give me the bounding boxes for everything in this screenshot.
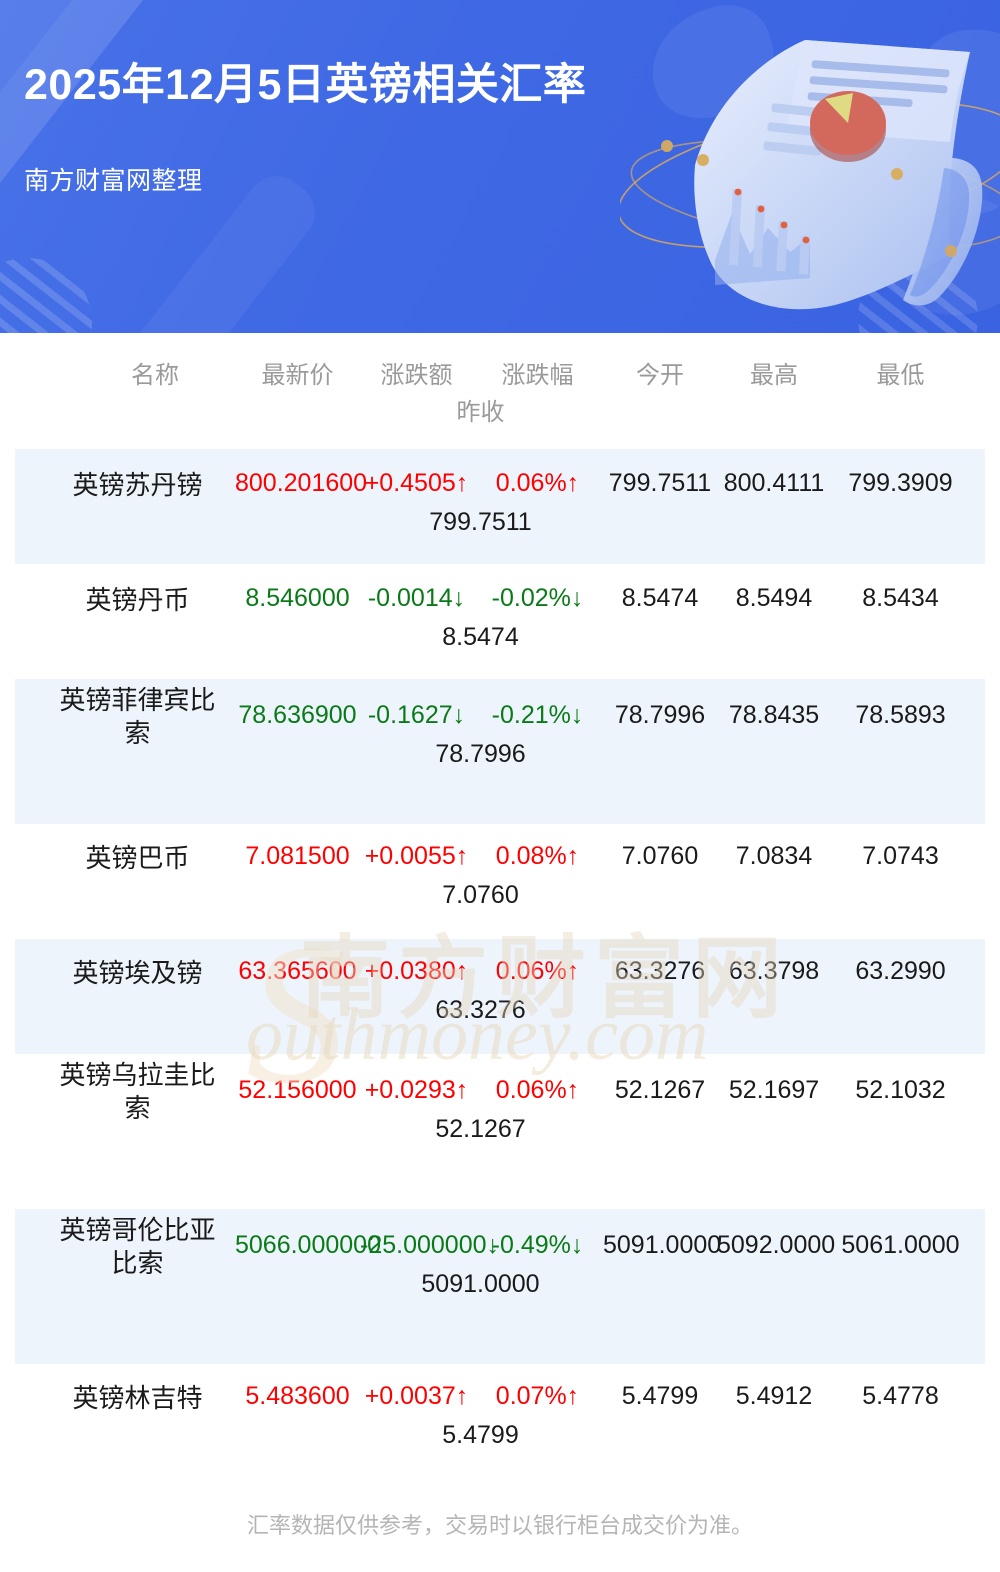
cell-latest-price: 800.201600 bbox=[235, 469, 368, 497]
column-header-percent: 涨跌幅 bbox=[501, 362, 574, 389]
cell-change-percent: -0.21%↓ bbox=[491, 701, 584, 729]
column-header-low: 最低 bbox=[876, 362, 925, 389]
column-header-prev-close: 昨收 bbox=[456, 399, 505, 426]
cell-latest-price: 8.546000 bbox=[245, 584, 350, 612]
cell-latest-price: 63.365600 bbox=[238, 957, 357, 985]
cell-open-price: 63.3276 bbox=[614, 957, 706, 985]
table-row[interactable]: 英镑哥伦比亚比索 5066.000000 -25.000000↓ -0.49%↓ 509… bbox=[15, 1209, 985, 1364]
column-header-name: 名称 bbox=[131, 362, 179, 389]
table-row[interactable]: 英镑菲律宾比索 78.636900 -0.1627↓ -0.21%↓ 78.7996 78… bbox=[15, 679, 985, 824]
column-header-open: 今开 bbox=[636, 362, 684, 389]
cell-currency-name: 英镑埃及镑 bbox=[72, 958, 203, 988]
cell-change-amount: +0.0293↑ bbox=[364, 1076, 469, 1104]
disclaimer-note: 汇率数据仅供参考，交易时以银行柜台成交价为准。 bbox=[246, 1513, 753, 1538]
cell-open-price: 78.7996 bbox=[614, 701, 706, 729]
cell-prev-close: 5.4799 bbox=[442, 1421, 519, 1449]
table-row-inner: 英镑巴币 7.081500 +0.0055↑ 0.08%↑ 7.0760 7.0834 7.… bbox=[15, 824, 985, 939]
banner-striped-circle-left bbox=[0, 258, 92, 333]
cell-prev-close: 63.3276 bbox=[435, 996, 526, 1024]
table-header-row: 名称 最新价 涨跌额 涨跌幅 今开 最高 最低 昨收 bbox=[0, 333, 1000, 449]
table-row[interactable]: 英镑埃及镑 63.365600 +0.0380↑ 0.06%↑ 63.3276 63.37… bbox=[15, 939, 985, 1054]
exchange-rate-table: 名称 最新价 涨跌额 涨跌幅 今开 最高 最低 昨收 英镑苏丹镑 800.2016… bbox=[0, 333, 1000, 1489]
cell-low-price: 799.3909 bbox=[848, 469, 953, 497]
table-row[interactable]: 英镑丹币 8.546000 -0.0014↓ -0.02%↓ 8.5474 8.5494 8… bbox=[15, 564, 985, 679]
cell-change-amount: -0.0014↓ bbox=[367, 584, 466, 612]
table-row[interactable]: 英镑乌拉圭比索 52.156000 +0.0293↑ 0.06%↑ 52.1267 52.… bbox=[15, 1054, 985, 1209]
cell-open-price: 8.5474 bbox=[621, 584, 699, 612]
cell-latest-price: 7.081500 bbox=[245, 842, 350, 870]
cell-high-price: 5.4912 bbox=[735, 1382, 813, 1410]
cell-open-price: 7.0760 bbox=[621, 842, 699, 870]
cell-change-amount: +0.0380↑ bbox=[364, 957, 469, 985]
report-document-illustration bbox=[620, 0, 1000, 333]
column-header-high: 最高 bbox=[750, 362, 798, 389]
cell-change-percent: -0.49%↓ bbox=[491, 1231, 584, 1259]
cell-open-price: 799.7511 bbox=[608, 469, 712, 497]
cell-change-percent: 0.06%↑ bbox=[495, 1076, 580, 1104]
cell-low-price: 7.0743 bbox=[862, 842, 939, 870]
cell-currency-name: 英镑菲律宾比索 bbox=[59, 685, 216, 749]
table-row[interactable]: 英镑巴币 7.081500 +0.0055↑ 0.08%↑ 7.0760 7.0834 7.… bbox=[15, 824, 985, 939]
cell-latest-price: 5.483600 bbox=[245, 1382, 350, 1410]
cell-prev-close: 799.7511 bbox=[429, 508, 532, 536]
cell-prev-close: 7.0760 bbox=[442, 881, 519, 909]
table-row-inner: 英镑苏丹镑 800.201600 +0.4505↑ 0.06%↑ 799.7511 800… bbox=[15, 449, 985, 564]
cell-prev-close: 8.5474 bbox=[442, 623, 519, 651]
table-row-inner: 英镑哥伦比亚比索 5066.000000 -25.000000↓ -0.49%↓ 509… bbox=[15, 1209, 985, 1364]
cell-low-price: 5061.0000 bbox=[841, 1231, 960, 1259]
cell-high-price: 63.3798 bbox=[728, 957, 820, 985]
cell-prev-close: 52.1267 bbox=[435, 1115, 526, 1143]
cell-change-amount: +0.0055↑ bbox=[364, 842, 469, 870]
cell-low-price: 63.2990 bbox=[855, 957, 946, 985]
cell-high-price: 52.1697 bbox=[728, 1076, 820, 1104]
cell-open-price: 5091.0000 bbox=[603, 1231, 722, 1259]
cell-high-price: 8.5494 bbox=[735, 584, 813, 612]
cell-change-amount: +0.4505↑ bbox=[364, 469, 469, 497]
cell-latest-price: 52.156000 bbox=[238, 1076, 357, 1104]
cell-currency-name: 英镑林吉特 bbox=[72, 1383, 203, 1413]
cell-change-percent: 0.07%↑ bbox=[495, 1382, 580, 1410]
cell-change-percent: 0.08%↑ bbox=[495, 842, 580, 870]
cell-high-price: 7.0834 bbox=[735, 842, 813, 870]
cell-low-price: 52.1032 bbox=[855, 1076, 946, 1104]
page-title: 2025年12月5日英镑相关汇率 bbox=[24, 61, 587, 109]
header-banner: 2025年12月5日英镑相关汇率 南方财富网整理 bbox=[0, 0, 1000, 333]
column-header-change: 涨跌额 bbox=[380, 362, 453, 389]
cell-low-price: 5.4778 bbox=[862, 1382, 939, 1410]
cell-high-price: 78.8435 bbox=[728, 701, 820, 729]
cell-low-price: 78.5893 bbox=[855, 701, 946, 729]
cell-change-amount: -25.000000↓ bbox=[360, 1231, 500, 1259]
table-row[interactable]: 英镑苏丹镑 800.201600 +0.4505↑ 0.06%↑ 799.7511 800… bbox=[15, 449, 985, 564]
page-subtitle: 南方财富网整理 bbox=[24, 167, 203, 195]
cell-latest-price: 78.636900 bbox=[238, 701, 357, 729]
cell-open-price: 5.4799 bbox=[621, 1382, 699, 1410]
cell-currency-name: 英镑巴币 bbox=[85, 843, 190, 873]
cell-currency-name: 英镑哥伦比亚比索 bbox=[59, 1215, 216, 1279]
table-row-inner: 英镑乌拉圭比索 52.156000 +0.0293↑ 0.06%↑ 52.1267 52.… bbox=[15, 1054, 985, 1209]
cell-change-percent: 0.06%↑ bbox=[495, 469, 580, 497]
table-body: 英镑苏丹镑 800.201600 +0.4505↑ 0.06%↑ 799.7511 800… bbox=[0, 449, 1000, 1489]
column-header-price: 最新价 bbox=[261, 362, 334, 389]
cell-low-price: 8.5434 bbox=[862, 584, 939, 612]
cell-currency-name: 英镑乌拉圭比索 bbox=[59, 1060, 216, 1124]
cell-prev-close: 5091.0000 bbox=[421, 1270, 540, 1298]
cell-currency-name: 英镑丹币 bbox=[85, 585, 190, 615]
cell-change-amount: -0.1627↓ bbox=[367, 701, 466, 729]
cell-currency-name: 英镑苏丹镑 bbox=[72, 470, 203, 500]
cell-change-percent: -0.02%↓ bbox=[491, 584, 584, 612]
table-row-inner: 英镑埃及镑 63.365600 +0.0380↑ 0.06%↑ 63.3276 63.37… bbox=[15, 939, 985, 1054]
table-row[interactable]: 英镑林吉特 5.483600 +0.0037↑ 0.07%↑ 5.4799 5.4912 5… bbox=[15, 1364, 985, 1489]
cell-prev-close: 78.7996 bbox=[435, 740, 526, 768]
table-row-inner: 英镑菲律宾比索 78.636900 -0.1627↓ -0.21%↓ 78.7996 78… bbox=[15, 679, 985, 824]
cell-change-percent: 0.06%↑ bbox=[495, 957, 580, 985]
table-row-inner: 英镑丹币 8.546000 -0.0014↓ -0.02%↓ 8.5474 8.5494 8… bbox=[15, 564, 985, 679]
table-row-inner: 英镑林吉特 5.483600 +0.0037↑ 0.07%↑ 5.4799 5.4912 5… bbox=[15, 1364, 985, 1489]
cell-change-amount: +0.0037↑ bbox=[364, 1382, 469, 1410]
cell-open-price: 52.1267 bbox=[614, 1076, 706, 1104]
cell-high-price: 5092.0000 bbox=[717, 1231, 836, 1259]
cell-latest-price: 5066.000000 bbox=[235, 1231, 381, 1259]
cell-high-price: 800.4111 bbox=[723, 469, 825, 497]
